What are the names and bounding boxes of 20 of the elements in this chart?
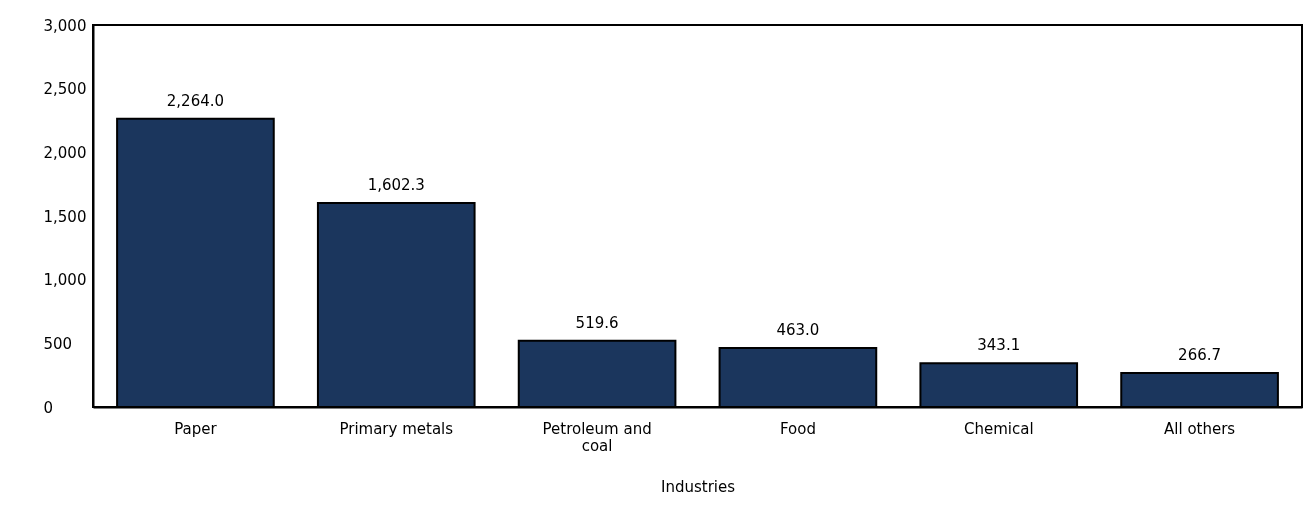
x-tick-label: Paper <box>174 419 218 438</box>
data-label: 2,264.0 <box>166 91 225 110</box>
y-tick-label: 500 <box>43 334 73 353</box>
x-tick-label: Chemical <box>963 419 1034 438</box>
x-tick-label: All others <box>1164 419 1236 438</box>
y-tick-label: 2,000 <box>43 143 87 162</box>
y-tick-label: 1,000 <box>43 271 87 290</box>
x-tick-label: Food <box>779 419 816 438</box>
y-tick-label: 2,500 <box>43 80 87 99</box>
y-tick-label: 0 <box>43 398 54 417</box>
data-label: 343.1 <box>977 336 1021 355</box>
data-label: 266.7 <box>1178 346 1222 365</box>
x-tick-label: Petroleum and coal <box>542 419 652 455</box>
data-label: 1,602.3 <box>367 175 425 194</box>
x-axis-title: Industries <box>660 477 736 496</box>
x-tick-label: Primary metals <box>339 419 454 438</box>
y-tick-label: 3,000 <box>43 16 87 35</box>
y-tick-label: 1,500 <box>43 207 87 226</box>
data-label: 519.6 <box>575 313 619 332</box>
data-label: 463.0 <box>776 321 820 340</box>
